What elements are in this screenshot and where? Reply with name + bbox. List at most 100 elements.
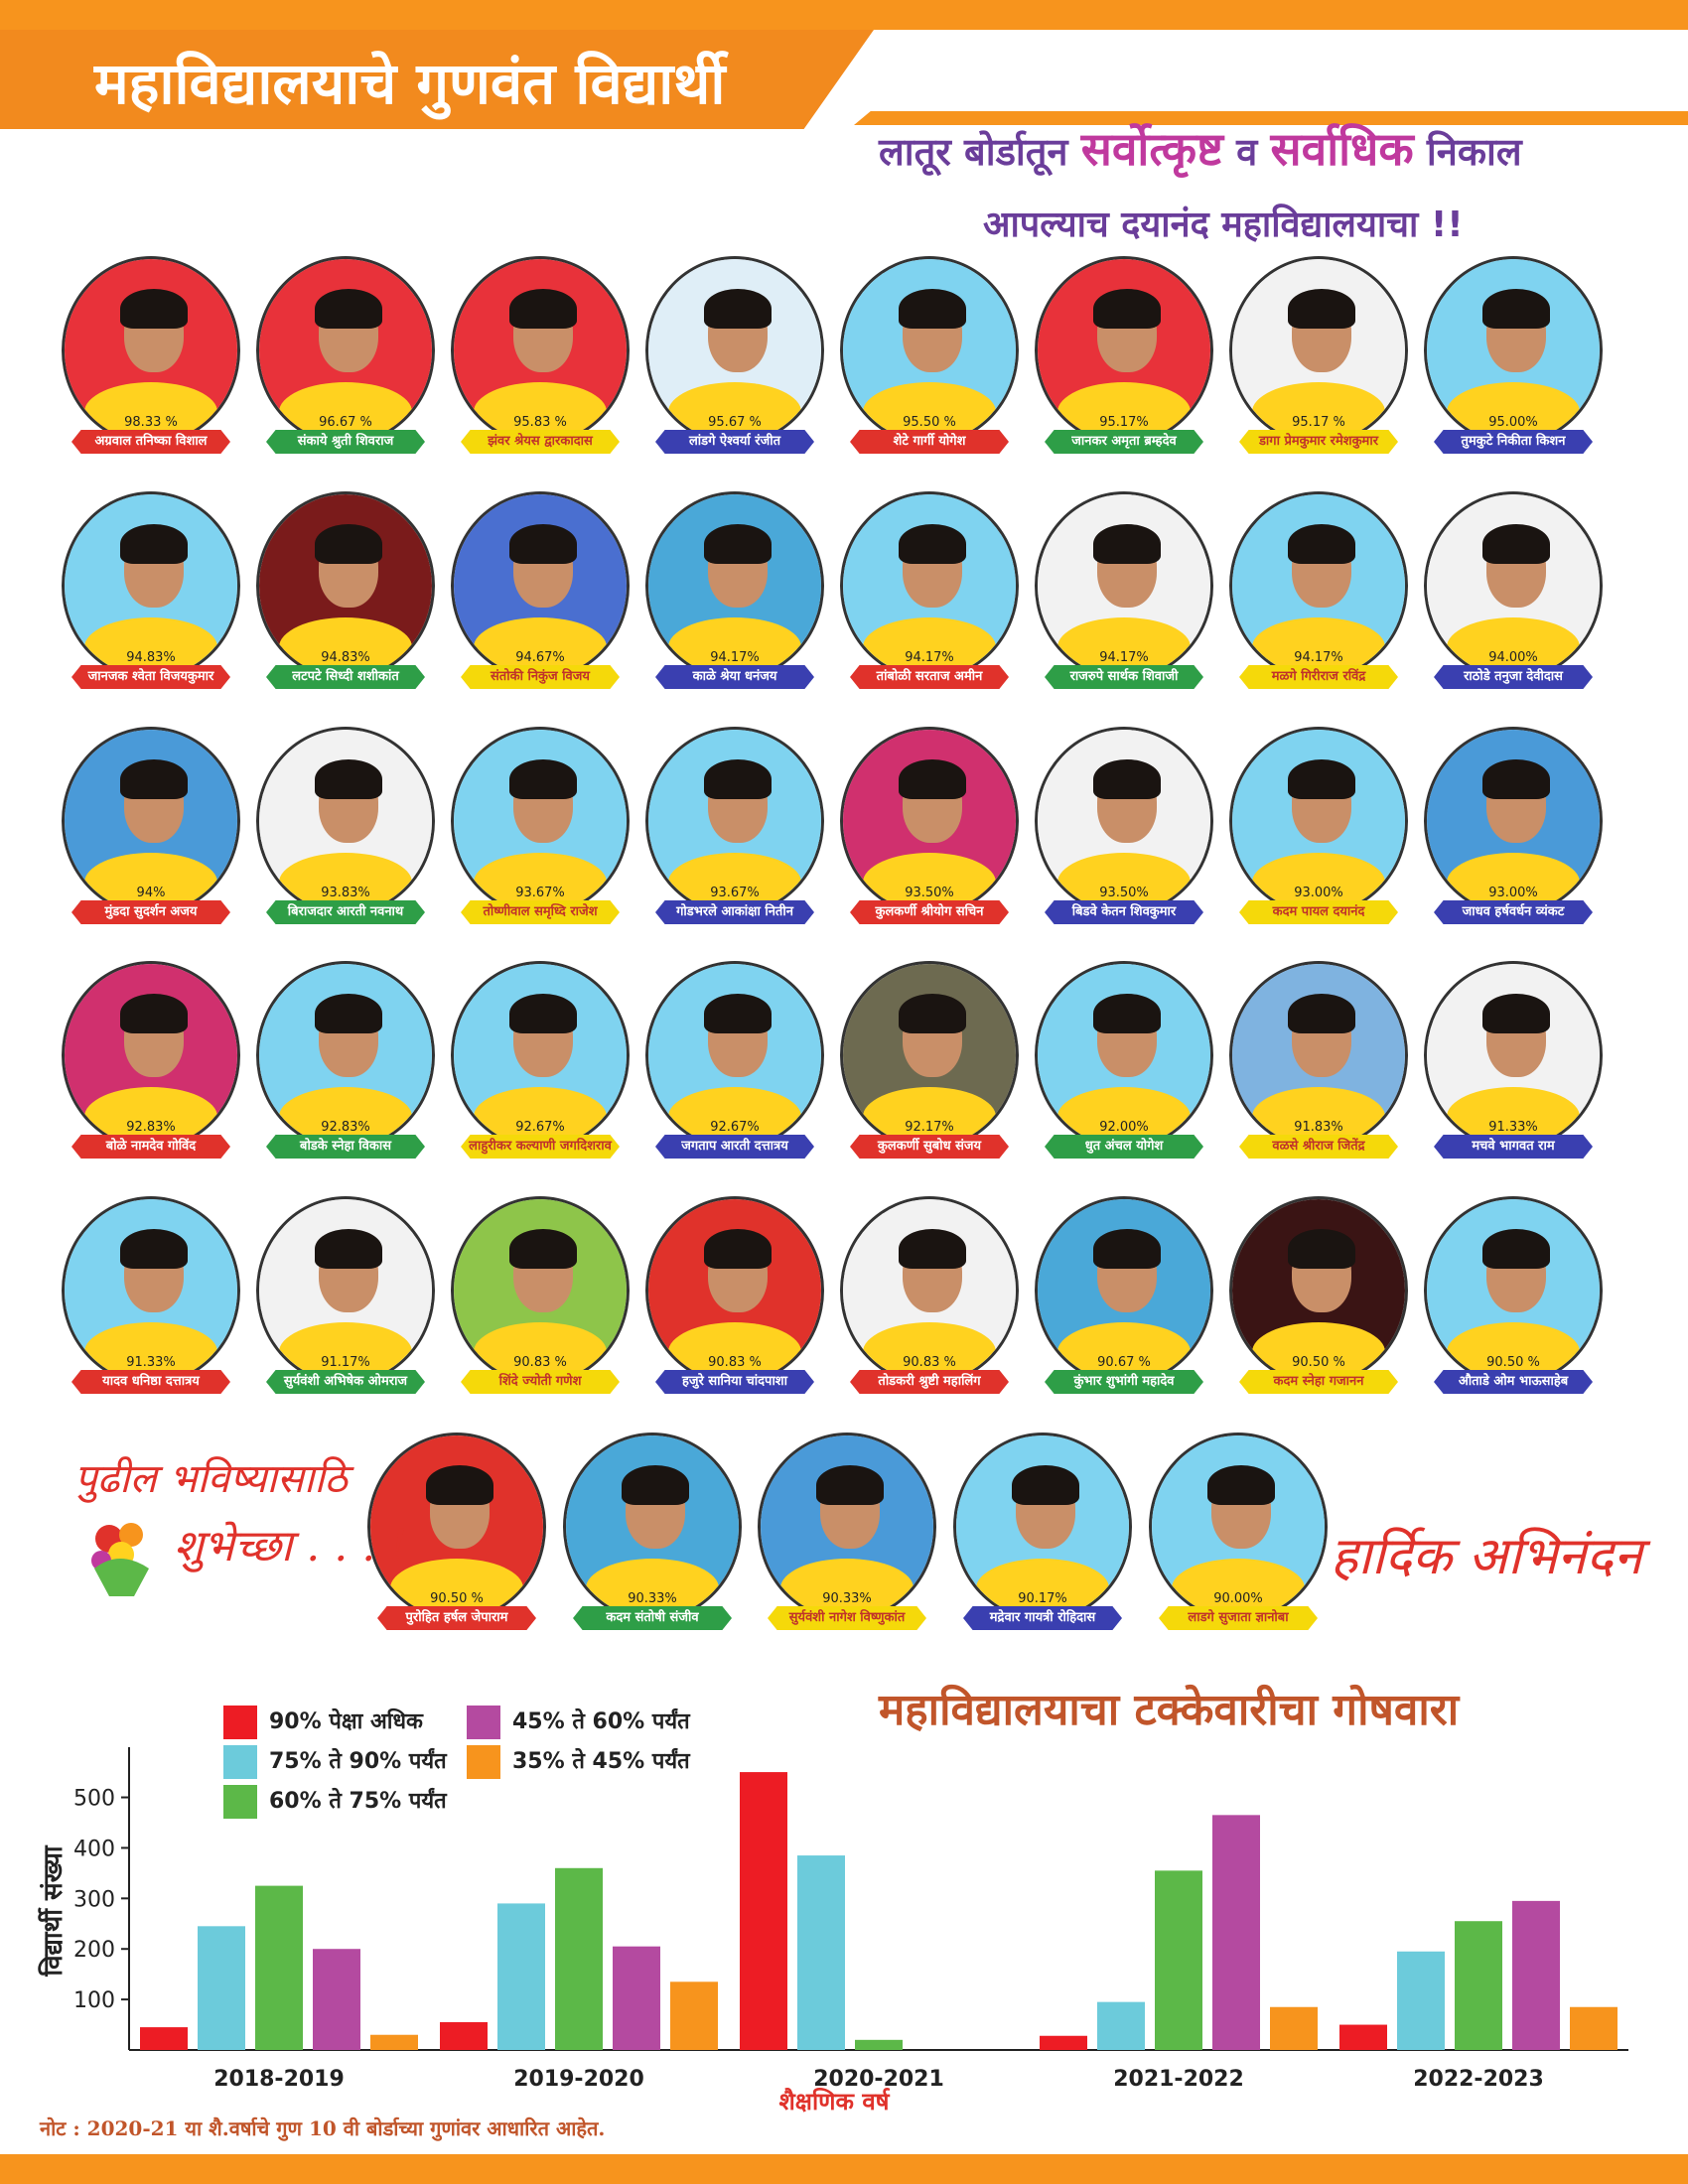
student-name: बिडवे केतन शिवकुमार	[1045, 900, 1203, 924]
student-card: 90.50 % कदम स्नेहा गजानन	[1229, 1196, 1408, 1425]
student-name: यादव धनिष्ठा दत्तात्रय	[71, 1370, 230, 1394]
hair	[315, 289, 382, 329]
student-card: 90.00% लाडगे सुजाता ज्ञानोबा	[1149, 1433, 1328, 1661]
hair	[315, 994, 382, 1033]
hair	[1288, 994, 1355, 1033]
student-name: बोळे नामदेव गोविंद	[71, 1135, 230, 1159]
student-photo	[1229, 1196, 1408, 1385]
student-percentage: 91.17%	[321, 1355, 370, 1370]
student-percentage: 90.17%	[1018, 1591, 1067, 1606]
hair	[120, 289, 188, 329]
student-name: औताडे ओम भाऊसाहेब	[1434, 1370, 1593, 1394]
legend-entry: 90% पेक्षा अधिक	[223, 1706, 423, 1739]
x-tick-label: 2019-2020	[513, 2067, 644, 2092]
bar	[140, 2027, 188, 2050]
hair	[1482, 994, 1550, 1033]
legend-label: 60% ते 75% पर्यंत	[269, 1789, 447, 1814]
student-photo	[256, 961, 435, 1150]
student-percentage: 93.50%	[905, 886, 954, 900]
student-card: 93.67% तोष्णीवाल समृध्दि राजेश	[451, 727, 630, 955]
student-name: गोडभरले आकांक्षा नितीन	[655, 900, 814, 924]
bar	[198, 1926, 245, 2050]
bottom-orange-band	[0, 2154, 1688, 2184]
student-card: 94.17% मळगे गिरीराज रविंद्र	[1229, 491, 1408, 720]
bar	[440, 2022, 488, 2050]
student-name: जानजक श्वेता विजयकुमार	[71, 665, 230, 689]
hair	[1012, 1465, 1079, 1505]
student-percentage: 90.83 %	[708, 1355, 762, 1370]
y-axis-label: विद्यार्थी संख्या	[38, 1844, 69, 1978]
student-percentage: 93.67%	[515, 886, 565, 900]
student-percentage: 93.67%	[710, 886, 760, 900]
student-name: मुंडदा सुदर्शन अजय	[71, 900, 230, 924]
bar	[740, 1772, 787, 2050]
student-name: मळगे गिरीराज रविंद्र	[1239, 665, 1398, 689]
hair	[509, 289, 577, 329]
legend-swatch	[223, 1706, 257, 1739]
student-card: 90.83 % तोडकरी श्रुष्टी महालिंग	[840, 1196, 1019, 1425]
student-name: बिराजदार आरती नवनाथ	[266, 900, 425, 924]
student-card: 90.83 % शिंदे ज्योती गणेश	[451, 1196, 630, 1425]
student-card: 94.17% राजरुपे सार्थक शिवाजी	[1035, 491, 1213, 720]
student-name: मद्रेवार गायत्री रोहिदास	[963, 1606, 1122, 1630]
hair	[1207, 1465, 1275, 1505]
student-percentage: 90.50 %	[1486, 1355, 1540, 1370]
student-card: 93.83% बिराजदार आरती नवनाथ	[256, 727, 435, 955]
legend-swatch	[467, 1745, 500, 1779]
x-tick-label: 2022-2023	[1413, 2067, 1544, 2092]
student-name: धुत अंचल योगेश	[1045, 1135, 1203, 1159]
student-name: मचवे भागवत राम	[1434, 1135, 1593, 1159]
x-tick-label: 2020-2021	[813, 2067, 944, 2092]
tagline-highlight-2: सर्वाधिक	[1270, 122, 1414, 176]
student-name: काळे श्रेया धनंजय	[655, 665, 814, 689]
student-card: 95.17% जानकर अमृता ब्रम्हदेव	[1035, 256, 1213, 484]
tagline-2: आपल्याच दयानंद महाविद्यालयाचा !!	[983, 205, 1464, 245]
y-tick-label: 200	[73, 1938, 115, 1963]
bar	[670, 1981, 718, 2050]
student-percentage: 94.67%	[515, 650, 565, 665]
hair	[509, 994, 577, 1033]
student-photo	[451, 961, 630, 1150]
student-photo	[256, 491, 435, 680]
wishes-line-1: पुढील भविष्यासाठि	[74, 1456, 348, 1502]
hair	[704, 994, 772, 1033]
hair	[704, 289, 772, 329]
student-percentage: 95.17%	[1099, 415, 1149, 430]
student-percentage: 91.83%	[1294, 1120, 1343, 1135]
student-card: 92.00% धुत अंचल योगेश	[1035, 961, 1213, 1189]
hair	[1093, 289, 1161, 329]
bar	[313, 1949, 360, 2050]
student-percentage: 90.00%	[1213, 1591, 1263, 1606]
y-tick-label: 100	[73, 1988, 115, 2013]
student-percentage: 92.17%	[905, 1120, 954, 1135]
y-tick-label: 500	[73, 1787, 115, 1812]
student-percentage: 94.83%	[126, 650, 176, 665]
x-axis-label: शैक्षणिक वर्ष	[778, 2088, 890, 2116]
y-tick-label: 300	[73, 1887, 115, 1912]
bar	[797, 1855, 845, 2050]
hair	[816, 1465, 884, 1505]
student-photo	[840, 1196, 1019, 1385]
hair	[899, 994, 966, 1033]
legend-label: 75% ते 90% पर्यंत	[269, 1749, 447, 1774]
student-card: 98.33 % अग्रवाल तनिष्का विशाल	[62, 256, 240, 484]
footnote: नोट : 2020-21 या शै.वर्षाचे गुण 10 वी बो…	[40, 2116, 606, 2140]
hair	[509, 1229, 577, 1269]
page-title: महाविद्यालयाचे गुणवंत विद्यार्थी	[94, 50, 726, 117]
bar	[1212, 1815, 1260, 2050]
bar	[1455, 1921, 1502, 2050]
bar	[613, 1946, 660, 2050]
student-name: राजरुपे सार्थक शिवाजी	[1045, 665, 1203, 689]
student-percentage: 95.67 %	[708, 415, 762, 430]
hair	[120, 1229, 188, 1269]
bar	[1397, 1951, 1445, 2050]
student-photo	[645, 961, 824, 1150]
y-tick-label: 400	[73, 1837, 115, 1861]
student-card: 94.67% संतोकी निकुंज विजय	[451, 491, 630, 720]
hair	[1093, 524, 1161, 564]
student-name: लाडगे सुजाता ज्ञानोबा	[1159, 1606, 1318, 1630]
student-photo	[451, 491, 630, 680]
student-photo	[1035, 1196, 1213, 1385]
student-percentage: 94.00%	[1488, 650, 1538, 665]
student-name: कदम स्नेहा गजानन	[1239, 1370, 1398, 1394]
